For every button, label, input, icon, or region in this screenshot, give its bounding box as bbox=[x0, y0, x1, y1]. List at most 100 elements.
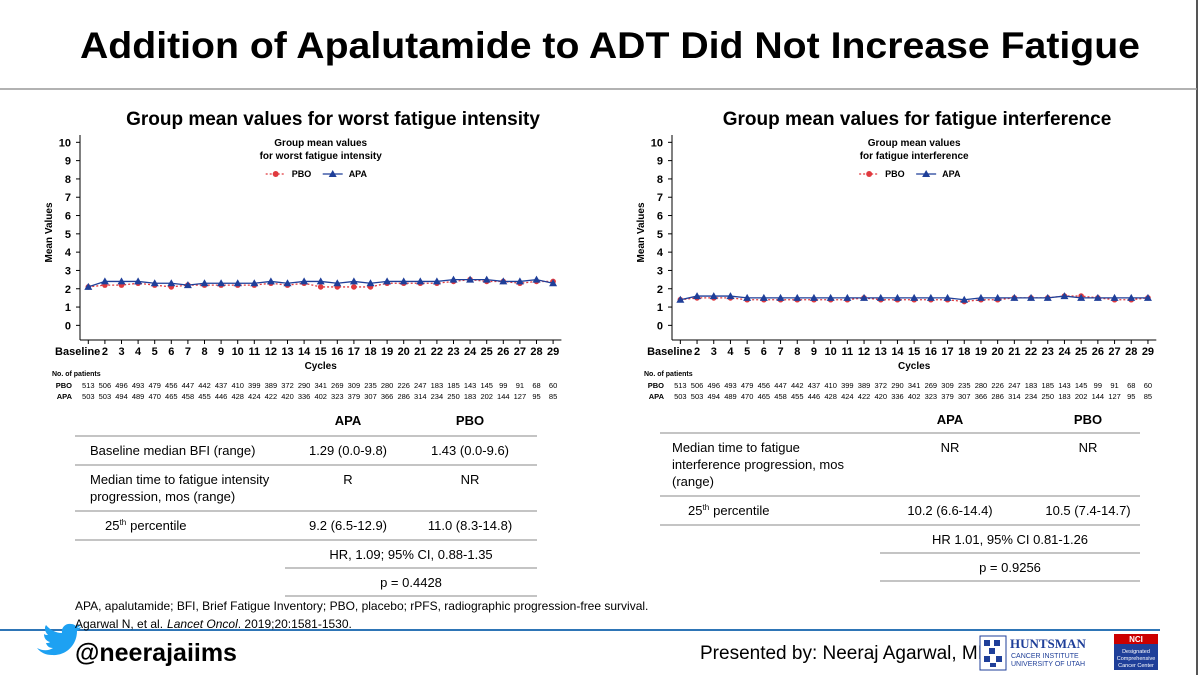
x-tick-label: 7 bbox=[777, 346, 783, 358]
table-cell: 1.29 (0.0-9.8) bbox=[309, 443, 387, 458]
y-tick-label: 2 bbox=[65, 284, 71, 296]
patients-count: 456 bbox=[758, 381, 771, 390]
row-label-sup: th bbox=[702, 503, 709, 512]
data-point bbox=[776, 293, 785, 301]
data-point bbox=[183, 281, 192, 289]
citation-part: Lancet Oncol bbox=[167, 617, 238, 631]
row-label: (range) bbox=[672, 474, 714, 489]
patients-count: 91 bbox=[516, 381, 524, 390]
y-tick-label: 5 bbox=[65, 229, 71, 241]
legend-label: APA bbox=[942, 169, 961, 179]
citation-part: . 2019;20:1581-1530. bbox=[238, 617, 352, 631]
y-tick-label: 7 bbox=[657, 192, 663, 204]
patients-count: 68 bbox=[1127, 381, 1135, 390]
y-tick-label: 8 bbox=[65, 174, 71, 186]
y-tick-label: 10 bbox=[651, 137, 663, 149]
x-tick-label: 11 bbox=[248, 346, 260, 358]
data-point bbox=[317, 284, 324, 290]
data-point bbox=[150, 279, 159, 287]
patients-count: 280 bbox=[975, 381, 988, 390]
data-point bbox=[1060, 292, 1069, 300]
y-tick-label: 3 bbox=[657, 265, 663, 277]
patients-count: 145 bbox=[1075, 381, 1088, 390]
data-point bbox=[499, 277, 508, 285]
patients-count: 183 bbox=[1058, 392, 1071, 401]
patients-count: 513 bbox=[674, 381, 687, 390]
patients-count: 503 bbox=[691, 392, 704, 401]
legend-label: PBO bbox=[885, 169, 905, 179]
patients-count: 366 bbox=[381, 392, 394, 401]
y-tick-label: 6 bbox=[657, 211, 663, 223]
patients-count: 307 bbox=[364, 392, 377, 401]
patients-count: 247 bbox=[1008, 381, 1021, 390]
y-axis-label: Mean Values bbox=[636, 202, 647, 262]
data-point bbox=[466, 275, 475, 283]
patients-row-name: PBO bbox=[648, 381, 664, 390]
patients-count: 286 bbox=[397, 392, 410, 401]
data-point bbox=[893, 293, 902, 301]
table-cell: 1.43 (0.0-9.6) bbox=[431, 443, 509, 458]
x-tick-label: 16 bbox=[925, 346, 937, 358]
logo-name: HUNTSMAN bbox=[1010, 636, 1086, 651]
table-span: HR 1.01, 95% CI 0.81-1.26 bbox=[932, 532, 1088, 547]
x-tick-label: 22 bbox=[1025, 346, 1037, 358]
patients-count: 402 bbox=[908, 392, 921, 401]
data-point bbox=[432, 277, 441, 285]
x-tick-label: 27 bbox=[514, 346, 526, 358]
data-point bbox=[709, 292, 718, 300]
chart-title: Group mean values bbox=[274, 138, 367, 149]
data-point bbox=[266, 277, 275, 285]
x-tick-label: 20 bbox=[398, 346, 410, 358]
chart-heading: Group mean values for worst fatigue inte… bbox=[126, 109, 540, 130]
table-header: APA bbox=[937, 412, 964, 427]
patients-count: 307 bbox=[958, 392, 971, 401]
nci-label: NCI bbox=[1129, 635, 1143, 644]
y-tick-label: 9 bbox=[657, 156, 663, 168]
logo-pattern bbox=[984, 640, 1002, 667]
x-tick-label: 3 bbox=[711, 346, 717, 358]
patients-count: 420 bbox=[874, 392, 887, 401]
row-label: 25th percentile bbox=[105, 518, 187, 533]
x-tick-label: 4 bbox=[135, 346, 142, 358]
patients-count: 446 bbox=[215, 392, 228, 401]
row-label-sup: th bbox=[119, 518, 126, 527]
data-point bbox=[449, 275, 458, 283]
patients-count: 99 bbox=[1094, 381, 1102, 390]
patients-count: 399 bbox=[248, 381, 261, 390]
x-tick-label: 11 bbox=[842, 346, 854, 358]
chart-title: for worst fatigue intensity bbox=[260, 151, 383, 162]
y-tick-label: 4 bbox=[65, 247, 72, 259]
x-tick-label: 28 bbox=[1125, 346, 1137, 358]
patients-count: 428 bbox=[824, 392, 837, 401]
data-point bbox=[976, 293, 985, 301]
table-span: p = 0.9256 bbox=[979, 560, 1041, 575]
x-tick-label: 8 bbox=[201, 346, 207, 358]
patients-count: 465 bbox=[165, 392, 178, 401]
patients-count: 458 bbox=[774, 392, 787, 401]
data-point bbox=[1043, 293, 1052, 301]
legend-marker bbox=[272, 171, 279, 177]
patients-count: 447 bbox=[774, 381, 787, 390]
patients-count: 68 bbox=[532, 381, 540, 390]
x-tick-label: 24 bbox=[1058, 346, 1071, 358]
patients-count: 424 bbox=[248, 392, 261, 401]
logo-line: CANCER INSTITUTE bbox=[1011, 653, 1079, 660]
patients-count: 372 bbox=[874, 381, 887, 390]
x-tick-label: 26 bbox=[1092, 346, 1104, 358]
chart-title: for fatigue interference bbox=[860, 151, 969, 162]
patients-count: 479 bbox=[148, 381, 161, 390]
patients-count: 235 bbox=[364, 381, 377, 390]
legend-marker bbox=[866, 171, 873, 177]
patients-count: 290 bbox=[891, 381, 904, 390]
x-tick-label: 29 bbox=[1142, 346, 1154, 358]
table-cell: NR bbox=[461, 472, 480, 487]
patients-count: 470 bbox=[148, 392, 161, 401]
x-tick-label: 19 bbox=[975, 346, 987, 358]
x-tick-label: 22 bbox=[431, 346, 443, 358]
data-point bbox=[759, 293, 768, 301]
y-tick-label: 1 bbox=[657, 302, 663, 314]
patients-count: 202 bbox=[480, 392, 493, 401]
data-point bbox=[1127, 293, 1136, 301]
row-label-part: 25 bbox=[688, 503, 702, 518]
